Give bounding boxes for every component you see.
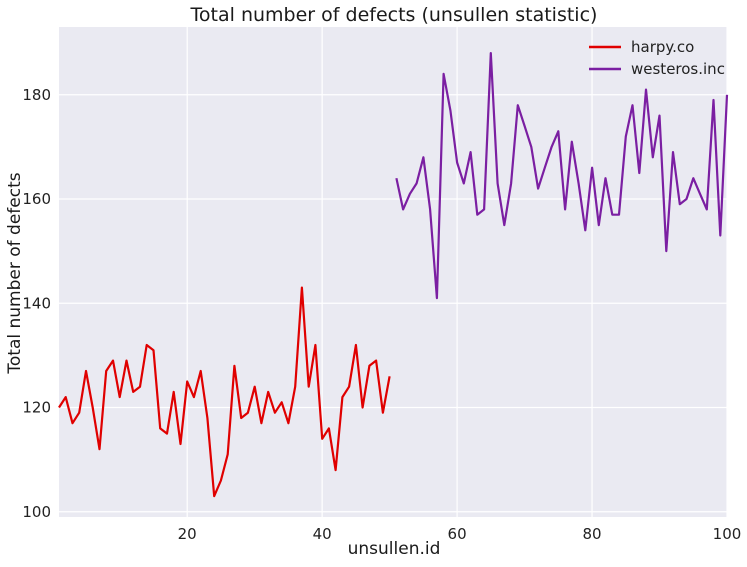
- x-axis-label: unsullen.id: [348, 539, 441, 559]
- x-tick-label: 40: [313, 525, 332, 543]
- x-tick-label: 60: [448, 525, 467, 543]
- y-tick-label: 140: [22, 294, 51, 312]
- x-tick-label: 80: [583, 525, 602, 543]
- series-line-westeros-inc: [395, 51, 729, 300]
- y-axis-label: Total number of defects: [5, 172, 25, 374]
- series-lines: [58, 51, 729, 498]
- y-axis-ticks: 100 120 140 160 180: [22, 86, 51, 521]
- legend-label: harpy.co: [631, 38, 694, 56]
- x-tick-label: 20: [178, 525, 197, 543]
- x-axis-ticks: 20 40 60 80 100: [178, 525, 742, 543]
- y-tick-label: 120: [22, 399, 51, 417]
- legend-label: westeros.inc: [631, 60, 725, 78]
- plot-area: [59, 27, 727, 517]
- y-tick-label: 180: [22, 86, 51, 104]
- y-tick-label: 160: [22, 190, 51, 208]
- series-line-harpy-co: [58, 286, 391, 498]
- chart-title: Total number of defects (unsullen statis…: [190, 4, 598, 26]
- y-tick-label: 100: [22, 503, 51, 521]
- x-tick-label: 100: [713, 525, 742, 543]
- legend: harpy.co westeros.inc: [589, 38, 725, 78]
